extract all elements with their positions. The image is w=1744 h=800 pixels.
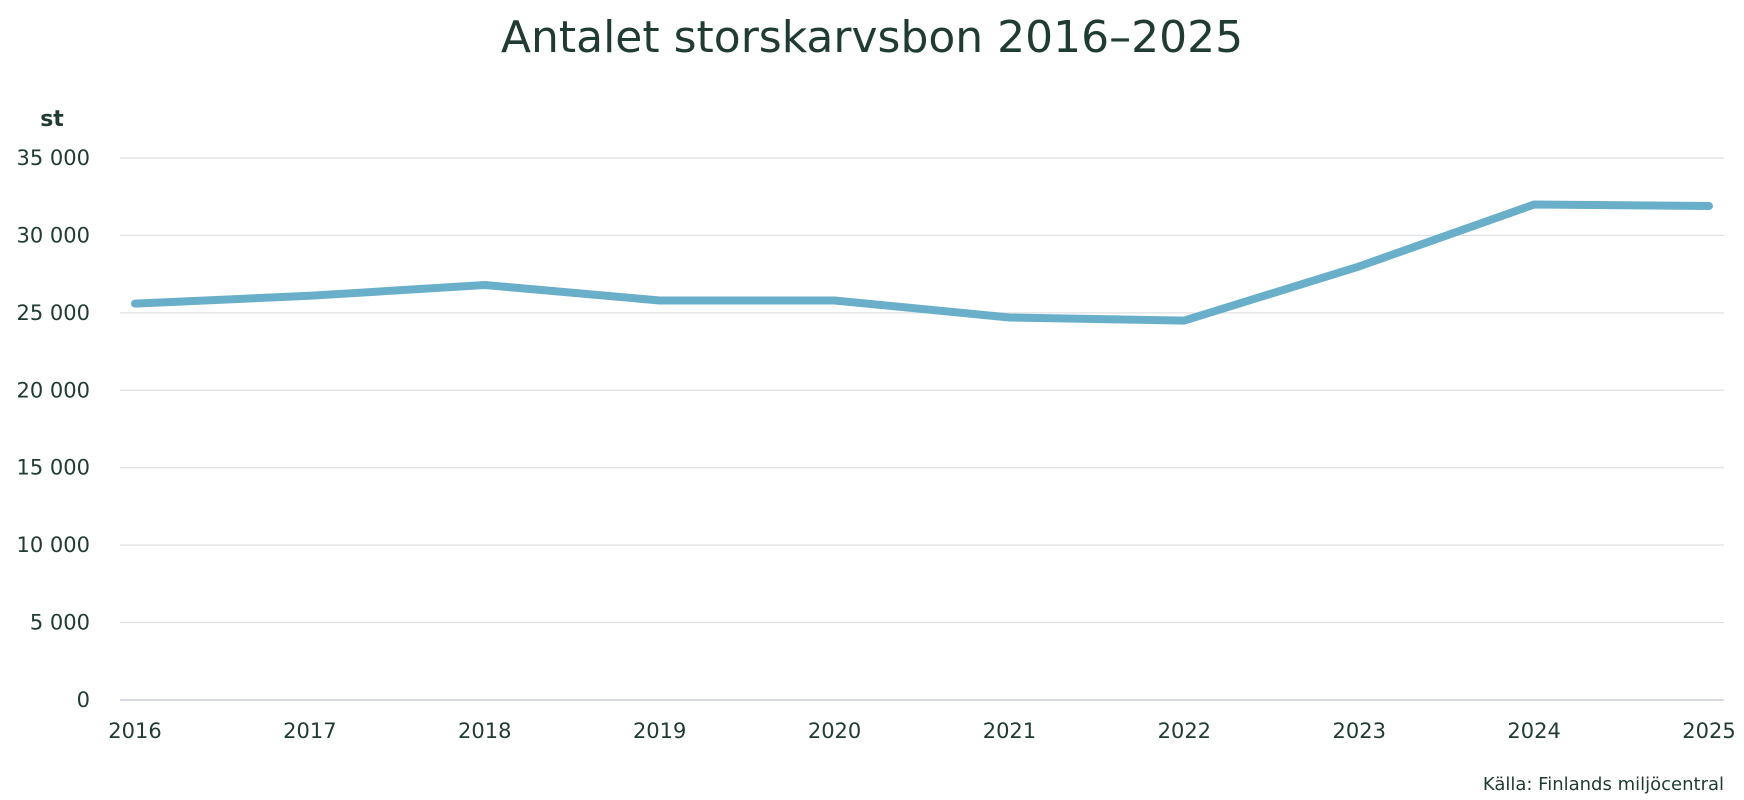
x-tick-label: 2018 bbox=[458, 719, 511, 743]
x-tick-label: 2022 bbox=[1158, 719, 1211, 743]
data-point bbox=[1180, 317, 1188, 325]
series-line bbox=[131, 200, 1713, 325]
x-tick-label: 2021 bbox=[983, 719, 1036, 743]
data-point bbox=[1005, 314, 1013, 322]
x-tick-label: 2025 bbox=[1682, 719, 1735, 743]
y-tick-label: 15 000 bbox=[17, 456, 90, 480]
series-layer bbox=[131, 200, 1713, 325]
x-tick-label: 2017 bbox=[283, 719, 336, 743]
x-tick-label: 2020 bbox=[808, 719, 861, 743]
y-tick-label: 5 000 bbox=[30, 611, 90, 635]
y-tick-label: 10 000 bbox=[17, 533, 90, 557]
x-tick-label: 2024 bbox=[1507, 719, 1560, 743]
x-tick-label: 2016 bbox=[108, 719, 161, 743]
chart-title: Antalet storskarvsbon 2016–2025 bbox=[501, 12, 1243, 63]
x-axis-ticks: 2016 2017 2018 2019 2020 2021 2022 2023 2024 2025 bbox=[108, 719, 1735, 743]
y-tick-label: 25 000 bbox=[17, 301, 90, 325]
gridlines bbox=[120, 157, 1724, 701]
y-tick-label: 20 000 bbox=[17, 378, 90, 402]
data-point bbox=[1530, 200, 1538, 208]
data-point bbox=[656, 296, 664, 304]
y-tick-label: 30 000 bbox=[17, 223, 90, 247]
data-point bbox=[1355, 262, 1363, 270]
data-point bbox=[131, 300, 139, 308]
data-point bbox=[306, 292, 314, 300]
data-point bbox=[1705, 202, 1713, 210]
data-point bbox=[481, 281, 489, 289]
data-point bbox=[831, 296, 839, 304]
y-axis-ticks: 0 5 000 10 000 15 000 20 000 25 000 30 000 35 0… bbox=[17, 146, 90, 712]
x-tick-label: 2019 bbox=[633, 719, 686, 743]
x-tick-label: 2023 bbox=[1332, 719, 1385, 743]
y-tick-label: 35 000 bbox=[17, 146, 90, 170]
source-note: Källa: Finlands miljöcentral bbox=[1483, 774, 1724, 795]
y-axis-unit-label: st bbox=[40, 107, 64, 132]
y-tick-label: 0 bbox=[77, 688, 90, 712]
